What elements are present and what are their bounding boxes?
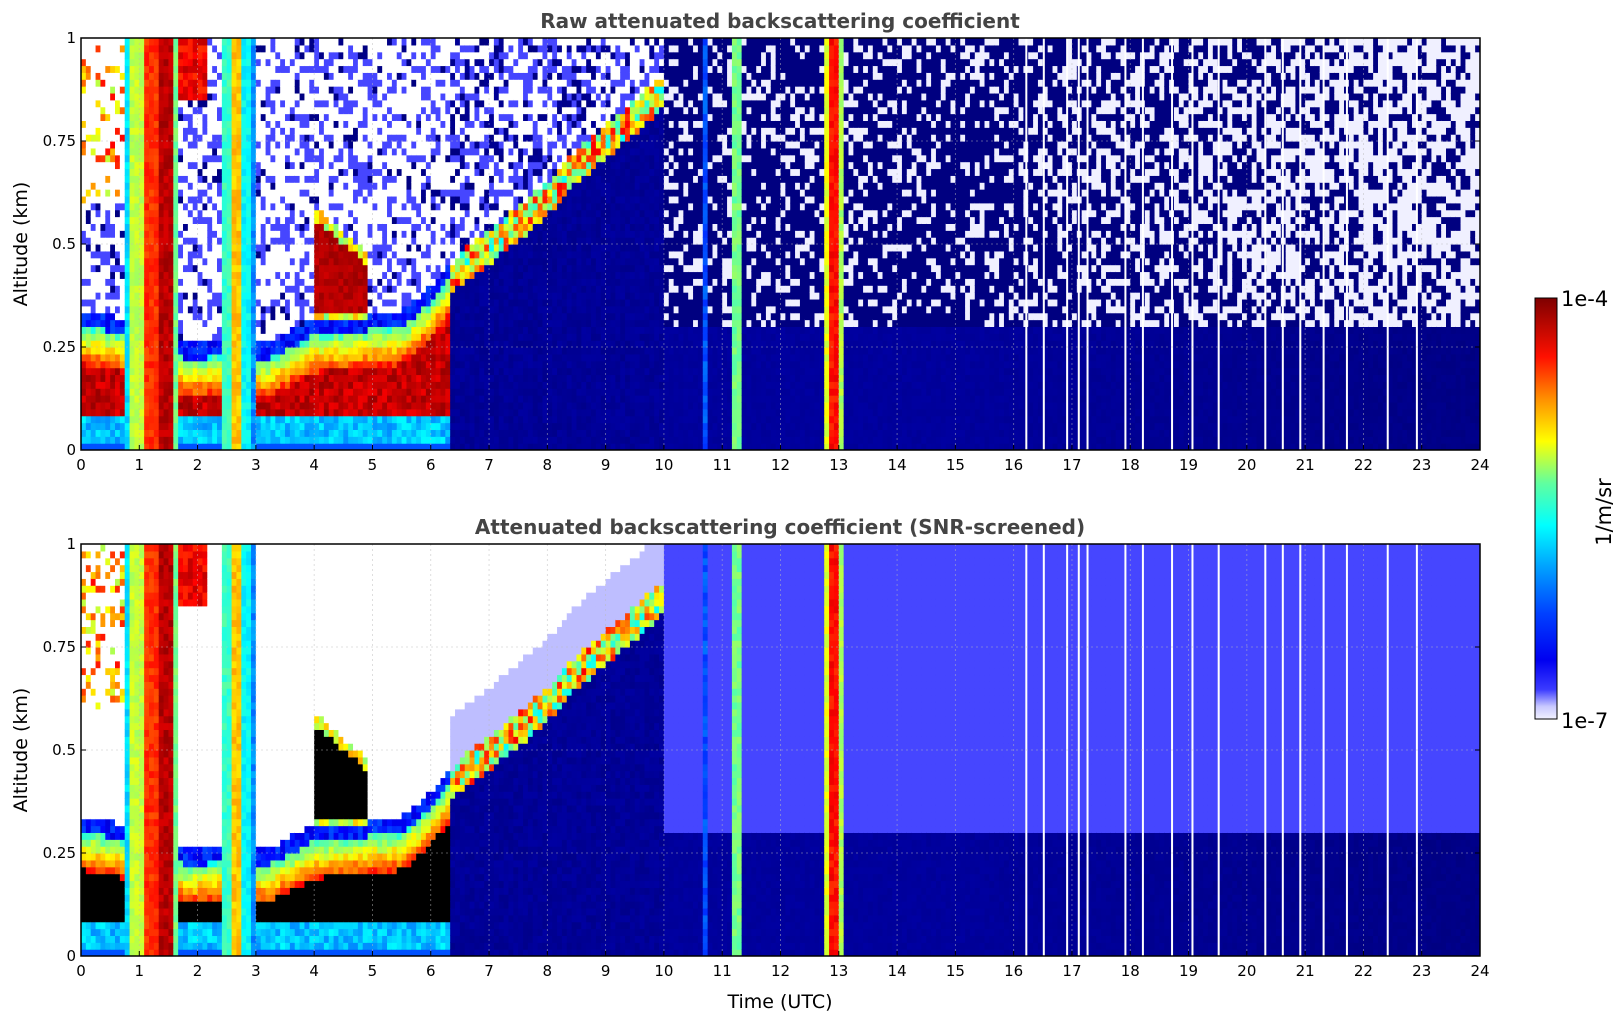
colorbar-units-label: 1/m/sr bbox=[1592, 478, 1616, 546]
x-tick-label: 0 bbox=[76, 962, 86, 980]
x-tick-label: 24 bbox=[1470, 456, 1489, 474]
x-tick-label: 17 bbox=[1062, 962, 1081, 980]
x-tick-label: 23 bbox=[1412, 456, 1431, 474]
y-tick-label: 1 bbox=[66, 535, 76, 553]
x-tick-label: 5 bbox=[368, 962, 378, 980]
x-tick-label: 19 bbox=[1179, 962, 1198, 980]
x-tick-label: 1 bbox=[135, 962, 145, 980]
x-tick-label: 22 bbox=[1354, 456, 1373, 474]
colorbar-gradient bbox=[1535, 298, 1557, 719]
x-tick-label: 23 bbox=[1412, 962, 1431, 980]
x-tick-label: 13 bbox=[829, 962, 848, 980]
x-tick-label: 8 bbox=[543, 962, 553, 980]
x-tick-label: 20 bbox=[1237, 962, 1256, 980]
panel-screened: Attenuated backscattering coefficient (S… bbox=[10, 515, 1490, 1013]
x-tick-label: 18 bbox=[1121, 456, 1140, 474]
x-tick-label: 14 bbox=[888, 456, 907, 474]
x-tick-label: 16 bbox=[1004, 962, 1023, 980]
x-tick-label: 3 bbox=[251, 456, 261, 474]
x-tick-label: 14 bbox=[888, 962, 907, 980]
x-tick-label: 6 bbox=[426, 962, 436, 980]
x-tick-label: 13 bbox=[829, 456, 848, 474]
x-tick-label: 7 bbox=[484, 456, 494, 474]
y-tick-label: 1 bbox=[66, 29, 76, 47]
x-tick-label: 24 bbox=[1470, 962, 1489, 980]
y-tick-label: 0.25 bbox=[43, 338, 76, 356]
x-tick-label: 20 bbox=[1237, 456, 1256, 474]
x-tick-label: 10 bbox=[654, 456, 673, 474]
x-tick-label: 16 bbox=[1004, 456, 1023, 474]
panel-screened-title: Attenuated backscattering coefficient (S… bbox=[475, 515, 1085, 539]
x-tick-label: 22 bbox=[1354, 962, 1373, 980]
x-tick-label: 9 bbox=[601, 456, 611, 474]
x-tick-label: 3 bbox=[251, 962, 261, 980]
panel-screened-xlabel: Time (UTC) bbox=[726, 991, 832, 1013]
x-tick-label: 4 bbox=[309, 962, 319, 980]
panel-screened-ylabel: Altitude (km) bbox=[10, 688, 32, 813]
x-tick-label: 19 bbox=[1179, 456, 1198, 474]
colorbar-min-label: 1e-7 bbox=[1561, 709, 1608, 733]
x-tick-label: 2 bbox=[193, 456, 203, 474]
panel-raw: Raw attenuated backscattering coefficien… bbox=[10, 9, 1490, 474]
x-tick-label: 21 bbox=[1296, 962, 1315, 980]
y-tick-label: 0.5 bbox=[52, 741, 76, 759]
y-tick-label: 0.25 bbox=[43, 844, 76, 862]
x-tick-label: 1 bbox=[135, 456, 145, 474]
x-tick-label: 15 bbox=[946, 962, 965, 980]
x-tick-label: 6 bbox=[426, 456, 436, 474]
x-tick-label: 18 bbox=[1121, 962, 1140, 980]
colorbar-max-label: 1e-4 bbox=[1561, 287, 1608, 311]
panel-raw-title: Raw attenuated backscattering coefficien… bbox=[540, 9, 1020, 33]
x-tick-label: 8 bbox=[543, 456, 553, 474]
x-tick-label: 11 bbox=[713, 962, 732, 980]
x-tick-label: 4 bbox=[309, 456, 319, 474]
x-tick-label: 17 bbox=[1062, 456, 1081, 474]
colorbar: 1e-4 1e-7 1/m/sr bbox=[1535, 287, 1616, 733]
x-tick-label: 0 bbox=[76, 456, 86, 474]
x-tick-label: 11 bbox=[713, 456, 732, 474]
y-tick-label: 0.5 bbox=[52, 235, 76, 253]
y-tick-label: 0.75 bbox=[43, 638, 76, 656]
x-tick-label: 12 bbox=[771, 456, 790, 474]
x-tick-label: 2 bbox=[193, 962, 203, 980]
x-tick-label: 5 bbox=[368, 456, 378, 474]
x-tick-label: 7 bbox=[484, 962, 494, 980]
y-tick-label: 0 bbox=[66, 441, 76, 459]
y-tick-label: 0.75 bbox=[43, 132, 76, 150]
x-tick-label: 15 bbox=[946, 456, 965, 474]
x-tick-label: 12 bbox=[771, 962, 790, 980]
y-tick-label: 0 bbox=[66, 947, 76, 965]
x-tick-label: 9 bbox=[601, 962, 611, 980]
x-tick-label: 21 bbox=[1296, 456, 1315, 474]
panel-raw-ylabel: Altitude (km) bbox=[10, 182, 32, 307]
x-tick-label: 10 bbox=[654, 962, 673, 980]
